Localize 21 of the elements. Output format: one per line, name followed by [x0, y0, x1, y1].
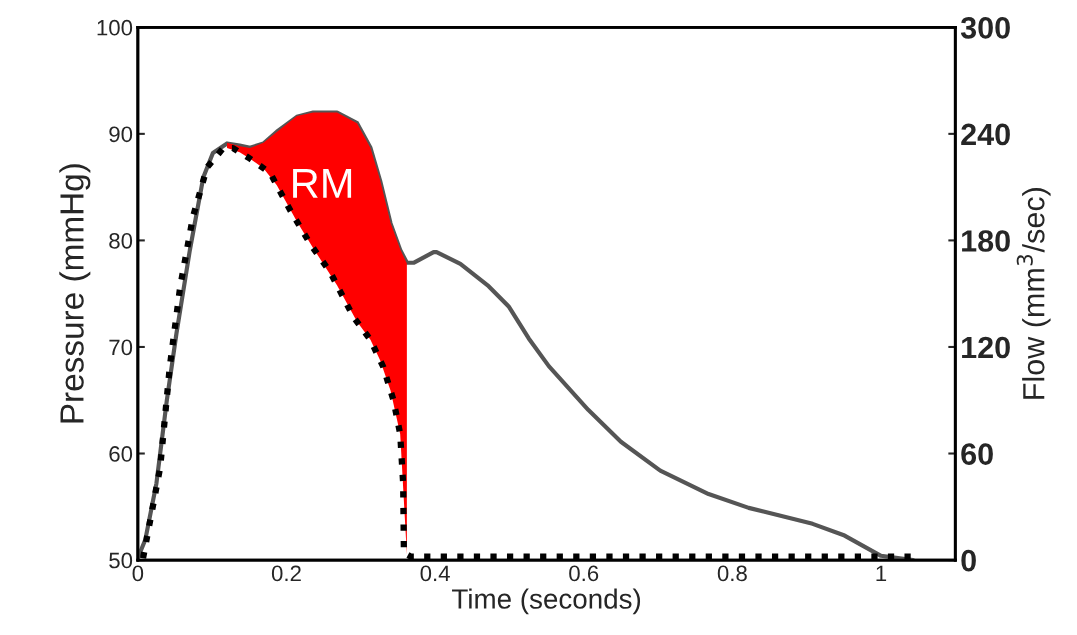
y-axis-title: Pressure (mmHg) — [59, 164, 91, 423]
y-tick-label: 70 — [109, 339, 133, 356]
y-tick-label: 100 — [97, 19, 133, 36]
x-tick-label: 0 — [132, 565, 144, 582]
y2-axis-title: Flow (mm$^{3}$/sec) — [1016, 188, 1051, 399]
y2-tick-label: 300 — [960, 17, 1010, 39]
y2-tick-label: 120 — [962, 336, 1010, 359]
x-tick-label: 0.8 — [717, 565, 747, 582]
x-tick-label: 0.2 — [271, 565, 301, 582]
x-tick-label: 1 — [876, 565, 887, 582]
y2-tick-label: 60 — [961, 443, 993, 465]
y-tick-label: 50 — [109, 552, 133, 569]
y-tick-label: 80 — [109, 232, 133, 249]
x-tick-label: 0.4 — [420, 565, 450, 582]
x-axis-title: Time (seconds) — [452, 588, 641, 615]
y2-tick-label: 240 — [961, 123, 1010, 146]
y-tick-label: 60 — [109, 446, 133, 462]
y-tick-label: 90 — [109, 126, 133, 143]
annotation: RM — [293, 169, 352, 198]
x-tick-label: 0.6 — [569, 565, 599, 582]
y2-tick-label: 180 — [962, 230, 1010, 252]
